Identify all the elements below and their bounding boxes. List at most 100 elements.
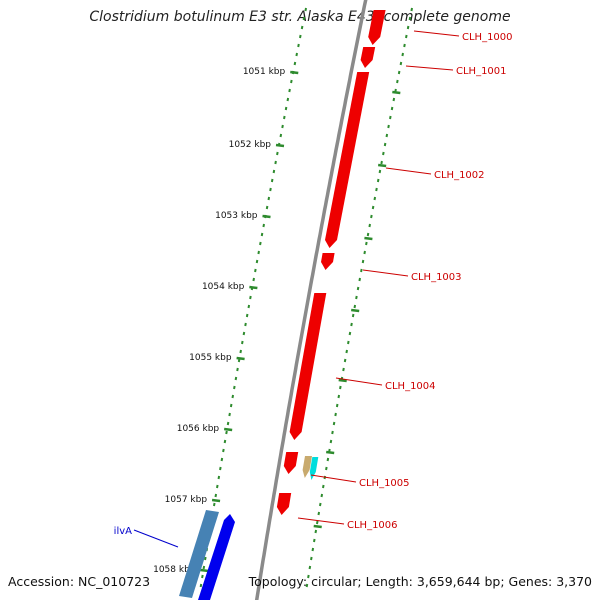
inner-tick-ring [283, 115, 286, 120]
inner-tick-ring [302, 16, 306, 21]
outer-tick-ring [365, 241, 368, 246]
inner-tick-ring [290, 79, 293, 84]
outer-tick-ring [310, 556, 313, 561]
outer-tick-ring [315, 520, 319, 525]
inner-tick-ring [245, 313, 249, 318]
outer-tick-mark [392, 90, 401, 95]
outer-tick-ring [360, 268, 363, 273]
outer-tick-ring [329, 439, 333, 444]
outer-tick-ring [335, 403, 339, 408]
inner-tick-ring [225, 430, 228, 435]
gene-arrow-other [302, 456, 312, 478]
leader-line-clh-1006 [297, 517, 345, 525]
inner-tick-ring [239, 349, 242, 354]
tick-mark [200, 568, 209, 573]
gene-arrow-clh-1006 [276, 493, 292, 515]
map-title: Clostridium botulinum E3 str. Alaska E43… [89, 9, 511, 25]
inner-tick-ring [269, 187, 272, 192]
leader-line-clh-1002 [385, 167, 432, 175]
outer-tick-mark [378, 163, 387, 168]
leader-line-clh-1005 [310, 474, 357, 483]
leader-line-clh-1000 [413, 30, 460, 37]
inner-tick-ring [247, 304, 251, 309]
inner-tick-ring [214, 493, 218, 498]
genome-backbone [254, 0, 368, 600]
inner-tick-ring [267, 196, 271, 201]
outer-tick-ring [383, 142, 387, 147]
outer-tick-ring [385, 133, 389, 138]
inner-tick-ring [233, 385, 236, 390]
inner-tick-ring [222, 448, 225, 453]
leader-line-clh-1001 [405, 65, 454, 71]
outer-tick-ring [337, 394, 341, 399]
outer-tick-ring [326, 457, 330, 462]
tick-label: 1058 kbp [153, 565, 196, 575]
tick-mark [211, 498, 221, 503]
inner-tick-ring [212, 502, 216, 507]
outer-tick-ring [366, 232, 370, 237]
outer-tick-mark [338, 378, 347, 383]
outer-tick-ring [325, 466, 328, 471]
outer-tick-ring [368, 223, 371, 228]
outer-tick-ring [345, 349, 348, 354]
inner-tick-ring [281, 124, 284, 129]
tick-label: 1056 kbp [177, 424, 220, 434]
inner-tick-ring [234, 376, 238, 381]
inner-tick-ring [204, 556, 207, 561]
outer-tick-ring [403, 43, 406, 48]
outer-tick-ring [355, 295, 358, 300]
outer-tick-ring [382, 151, 385, 156]
outer-tick-ring [320, 493, 324, 498]
gene-label-clh-1002: CLH_1002 [434, 170, 485, 181]
inner-tick-ring [257, 250, 260, 255]
outer-tick-ring [356, 286, 360, 291]
inner-tick-ring [259, 241, 262, 246]
gene-label-ilva: ilvA [114, 526, 132, 537]
inner-tick-ring [274, 160, 277, 165]
tick-label: 1051 kbp [243, 67, 286, 77]
outer-tick-ring [401, 52, 404, 57]
gene-arrow-clh-1002 [325, 72, 370, 248]
tick-mark [290, 70, 299, 75]
inner-tick-ring [304, 7, 308, 12]
inner-tick-ring [300, 25, 304, 30]
tick-mark [223, 427, 233, 432]
outer-tick-ring [347, 340, 350, 345]
inner-tick-ring [228, 412, 231, 417]
inner-tick-ring [297, 43, 300, 48]
inner-tick-ring [226, 421, 230, 426]
gene-arrow-clh-1000 [368, 10, 386, 45]
inner-tick-ring [220, 457, 224, 462]
outer-tick-ring [387, 124, 390, 129]
tick-label: 1053 kbp [215, 211, 258, 221]
outer-tick-ring [397, 70, 401, 75]
accession-text: Accession: NC_010723 [8, 574, 151, 589]
outer-tick-ring [361, 259, 365, 264]
outer-tick-ring [317, 511, 321, 516]
outer-tick-ring [405, 34, 408, 39]
inner-tick-ring [255, 259, 259, 264]
outer-tick-ring [334, 412, 337, 417]
inner-tick-ring [295, 52, 298, 57]
outer-tick-ring [331, 430, 334, 435]
leader-line-clh-1004 [335, 377, 383, 386]
outer-tick-ring [350, 322, 353, 327]
tick-mark [275, 143, 285, 148]
outer-tick-ring [339, 385, 342, 390]
outer-tick-ring [378, 169, 382, 174]
tick-mark [262, 214, 271, 219]
inner-tick-ring [286, 97, 290, 102]
genome-summary-text: Topology: circular; Length: 3,659,644 bp… [248, 574, 592, 589]
outer-tick-ring [376, 178, 380, 183]
inner-tick-ring [231, 394, 235, 399]
inner-tick-ring [293, 61, 297, 66]
outer-tick-ring [406, 25, 410, 30]
tick-label: 1057 kbp [165, 495, 208, 505]
outer-tick-ring [373, 196, 377, 201]
outer-tick-ring [322, 484, 325, 489]
inner-tick-ring [299, 34, 302, 39]
outer-tick-ring [343, 358, 347, 363]
outer-tick-ring [358, 277, 361, 282]
gene-label-clh-1000: CLH_1000 [462, 32, 513, 43]
